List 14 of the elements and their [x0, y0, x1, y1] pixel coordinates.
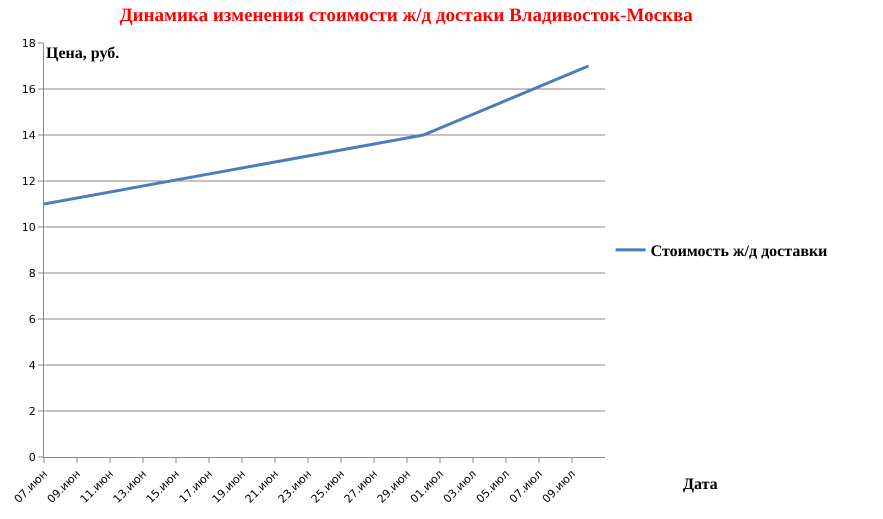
y-tick-label: 6: [28, 312, 36, 326]
y-tick-label: 0: [28, 450, 36, 464]
legend-label: Стоимость ж/д доставки: [650, 243, 828, 260]
chart-title: Динамика изменения стоимости ж/д достаки Владивосток-Москва: [120, 5, 694, 26]
y-tick-label: 4: [28, 358, 36, 372]
y-tick-label: 18: [22, 36, 36, 50]
y-tick-label: 2: [28, 404, 36, 418]
x-axis-title: Дата: [683, 476, 718, 493]
y-tick-label: 16: [22, 82, 36, 96]
y-tick-label: 12: [22, 174, 36, 188]
y-tick-label: 14: [22, 128, 36, 142]
y-tick-label: 10: [22, 220, 36, 234]
y-tick-label: 8: [28, 266, 36, 280]
y-axis-title: Цена, руб.: [46, 45, 120, 62]
